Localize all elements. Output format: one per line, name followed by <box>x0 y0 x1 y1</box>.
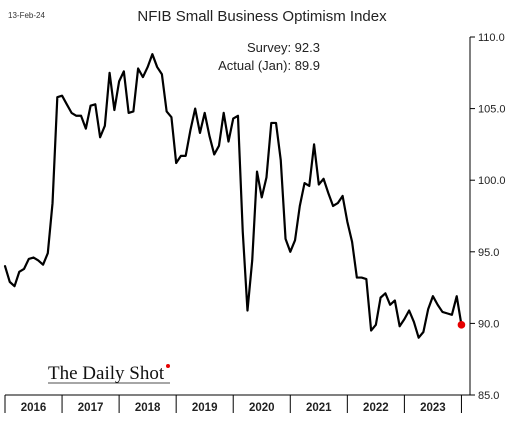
y-tick-label: 110.0 <box>478 32 505 44</box>
x-tick-label: 2016 <box>21 402 47 414</box>
x-tick-label: 2019 <box>192 402 218 414</box>
chart-title: NFIB Small Business Optimism Index <box>137 8 387 25</box>
brand-text: The Daily Shot <box>48 363 165 384</box>
y-tick-label: 100.0 <box>478 175 506 187</box>
y-tick-label: 85.0 <box>478 390 499 402</box>
y-tick-label: 95.0 <box>478 247 499 259</box>
y-tick-label: 90.0 <box>478 318 499 330</box>
y-tick-label: 105.0 <box>478 104 506 116</box>
series-line <box>3 53 463 339</box>
last-point-marker <box>457 321 466 329</box>
x-axis: 2016 2017 2018 2019 2020 2021 2022 2023 <box>4 394 470 414</box>
x-tick-label: 2018 <box>135 402 161 414</box>
x-tick-label: 2023 <box>420 402 446 414</box>
actual-annotation: Actual (Jan): 89.9 <box>218 58 320 73</box>
date-label: 13-Feb-24 <box>8 11 45 20</box>
brand-logo: The Daily Shot <box>48 363 170 384</box>
x-tick-label: 2020 <box>249 402 275 414</box>
series-group <box>3 53 466 339</box>
x-tick-label: 2017 <box>78 402 104 414</box>
x-tick-label: 2021 <box>306 402 332 414</box>
x-tick-label: 2022 <box>363 402 389 414</box>
y-axis: 85.0 90.0 95.0 100.0 105.0 110.0 <box>469 32 506 402</box>
brand-dot <box>166 364 170 368</box>
survey-annotation: Survey: 92.3 <box>247 40 320 55</box>
